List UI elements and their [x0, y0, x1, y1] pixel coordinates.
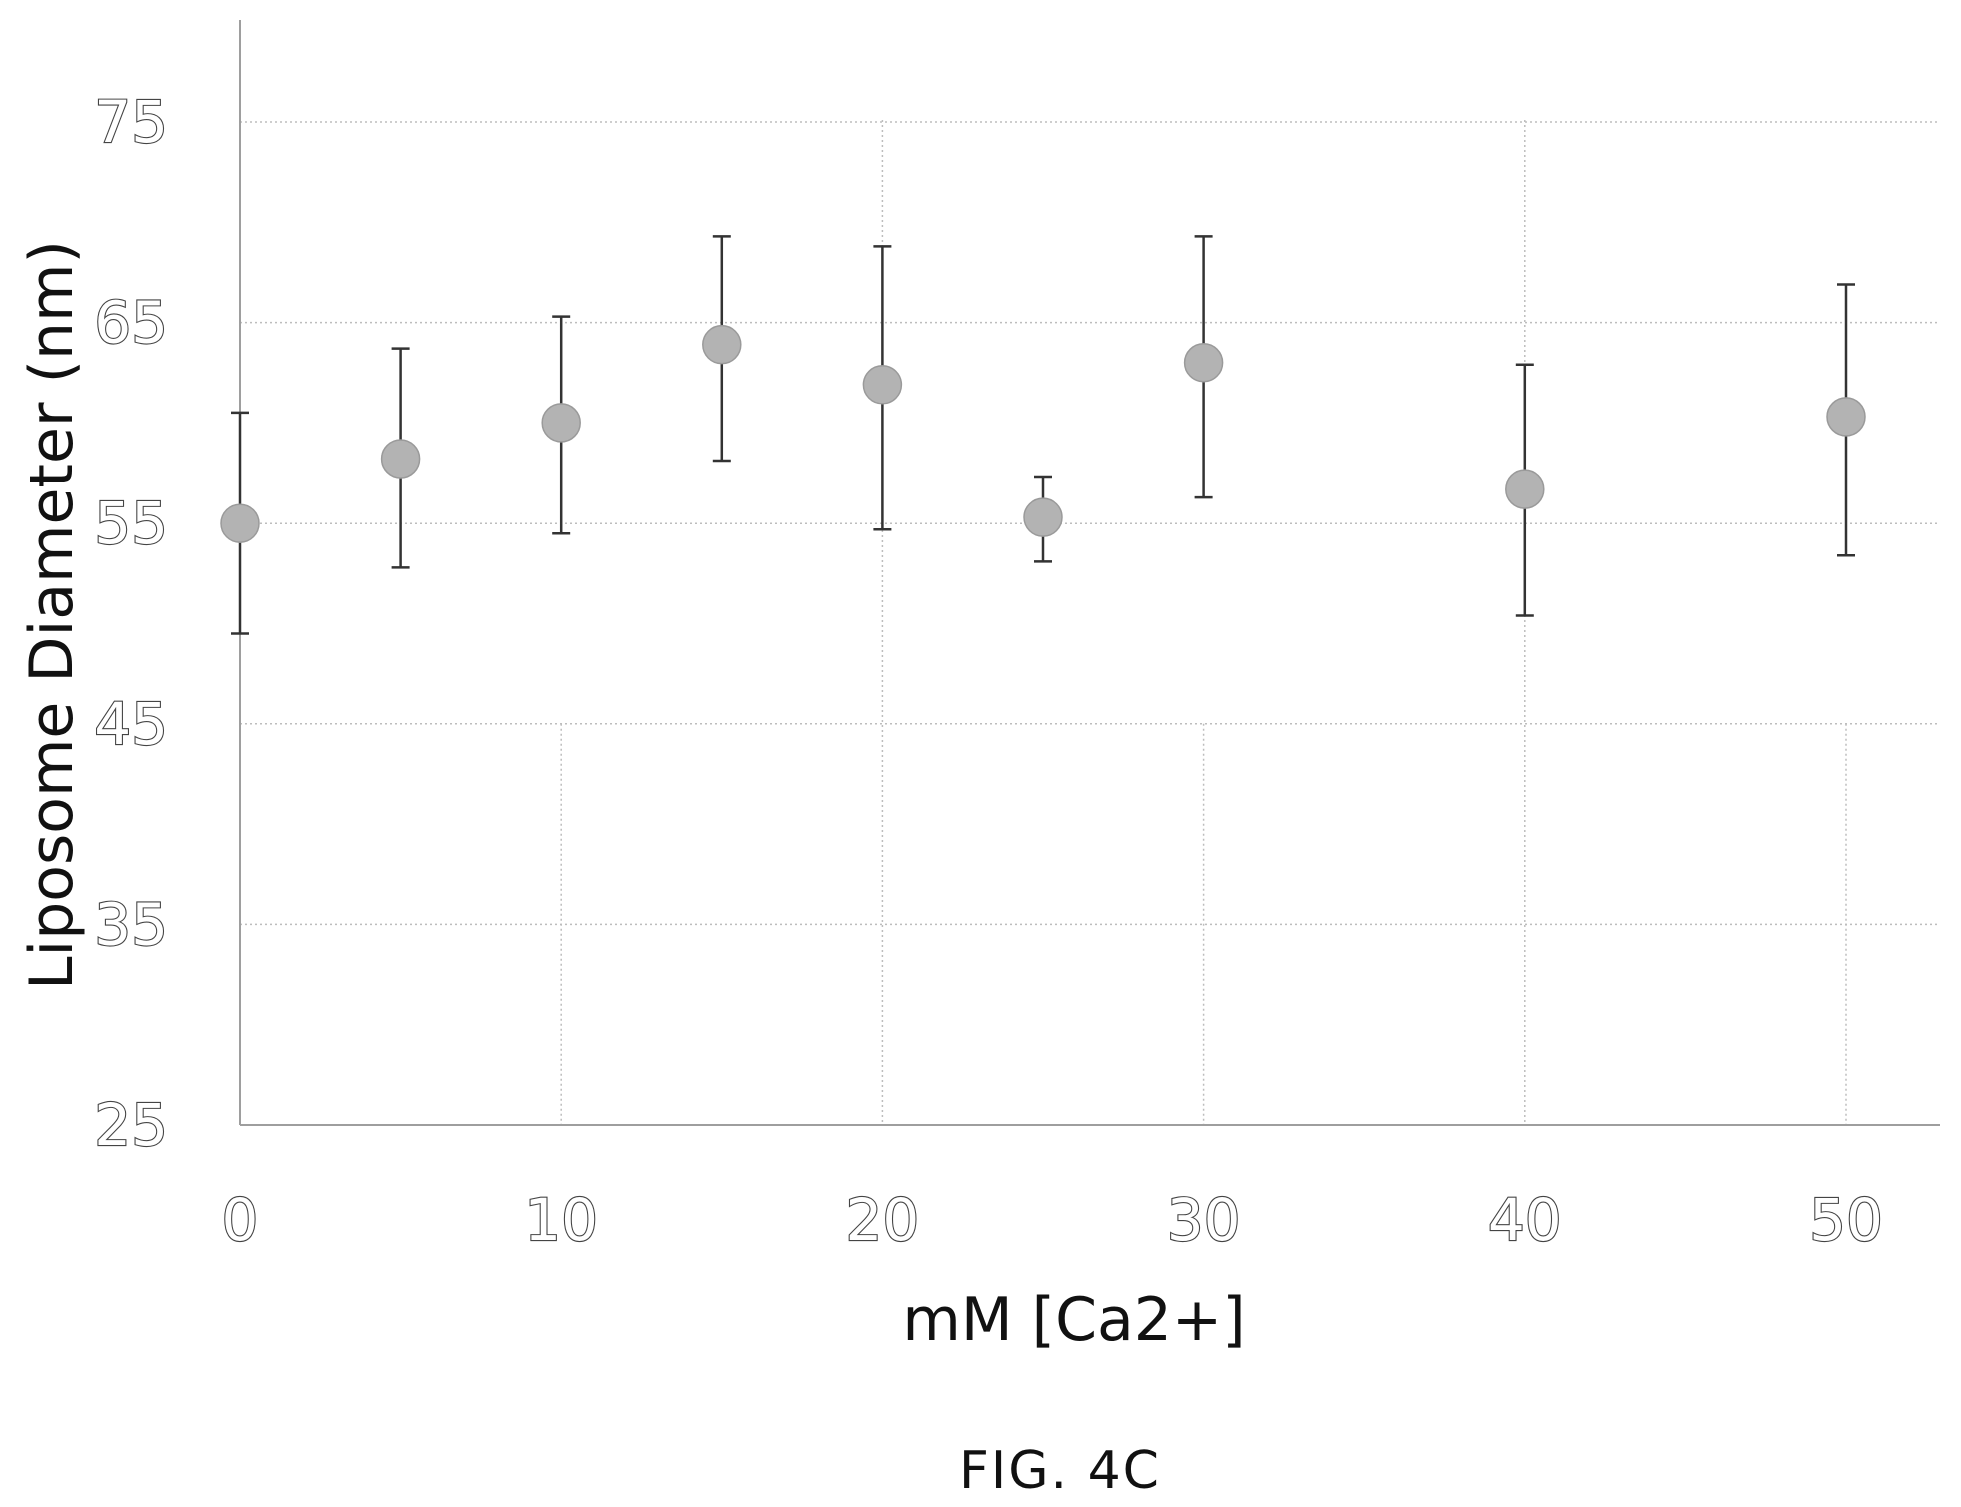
data-point [1183, 342, 1224, 383]
error-bars [231, 235, 1855, 635]
y-axis-title: Liposome Diameter (nm) [17, 240, 87, 990]
figure-caption: FIG. 4C [959, 1441, 1161, 1501]
data-point [1505, 469, 1545, 509]
data-point [1826, 397, 1866, 437]
x-tick-label: 30 [1167, 1186, 1241, 1254]
x-tick-label: 50 [1809, 1186, 1883, 1254]
grid [240, 120, 1940, 1125]
data-point [702, 324, 742, 365]
x-axis-title: mM [Ca2+] [902, 1285, 1245, 1355]
data-points [220, 324, 1866, 543]
y-tick-label: 75 [94, 88, 168, 156]
data-point [1023, 497, 1063, 537]
x-tick-label: 40 [1488, 1186, 1562, 1254]
y-tick-label: 45 [94, 690, 168, 758]
y-tick-label: 55 [94, 489, 168, 557]
y-tick-label: 65 [94, 289, 168, 357]
x-tick-label: 10 [524, 1186, 598, 1254]
data-point [380, 439, 421, 479]
data-point [862, 365, 903, 405]
axes [239, 20, 1940, 1126]
x-tick-label: 20 [845, 1186, 919, 1254]
x-tick-label: 0 [222, 1186, 259, 1254]
data-point [541, 403, 581, 443]
y-tick-label: 35 [94, 890, 168, 958]
tick-labels: 25 35 45 55 65 75 0 10 20 30 40 50 [93, 87, 1884, 1255]
y-tick-label: 25 [94, 1091, 168, 1159]
data-point [220, 503, 260, 543]
